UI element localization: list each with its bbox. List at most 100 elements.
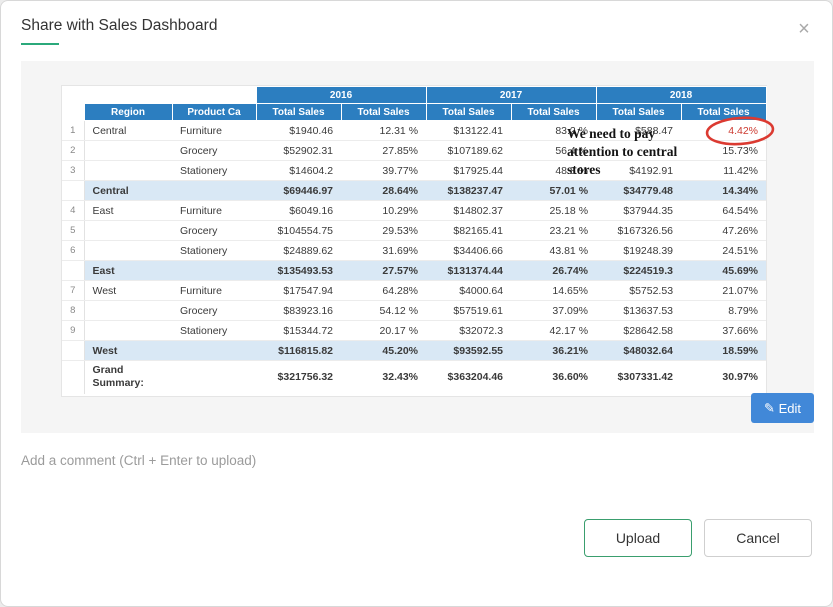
- table-cell: 11.42%: [681, 160, 767, 181]
- table-cell: 26.74%: [511, 260, 597, 281]
- table-cell: $34406.66: [426, 240, 512, 261]
- table-cell: $321756.32: [256, 360, 342, 394]
- table-cell: [62, 360, 85, 394]
- table-cell: 54.12 %: [341, 300, 427, 321]
- table-cell: 24.51%: [681, 240, 767, 261]
- table-cell: 30.97%: [681, 360, 767, 394]
- annotation-line: stores: [567, 162, 601, 177]
- table-cell: Grocery: [172, 300, 257, 321]
- table-cell: [84, 300, 172, 321]
- table-cell: $588.47: [596, 120, 682, 141]
- table-cell: 12.31 %: [341, 120, 427, 141]
- table-cell: 14.34%: [681, 180, 767, 201]
- table-row: East $135493.53 27.57% $131374.44 26.74% $224…: [62, 260, 767, 281]
- table-cell: 8: [62, 300, 85, 321]
- table-cell: 9: [62, 320, 85, 341]
- table-header-cell: [62, 103, 84, 121]
- table-cell: 64.28%: [341, 280, 427, 301]
- report-preview: 2016 2017 2018 Region Product Ca Total Sales T…: [61, 85, 767, 397]
- table-cell: $17925.44: [426, 160, 512, 181]
- table-header-cell: Region: [83, 103, 173, 121]
- table-cell: $34779.48: [596, 180, 682, 201]
- table-cell: 36.60%: [511, 360, 597, 394]
- table-cell: 48.8 %: [511, 160, 597, 181]
- year-header-row: 2016 2017 2018: [62, 86, 767, 104]
- table-cell: [84, 160, 172, 181]
- table-cell: [62, 260, 85, 281]
- table-cell: 6: [62, 240, 85, 261]
- table-header-cell: [62, 86, 257, 104]
- preview-area: 2016 2017 2018 Region Product Ca Total Sales T…: [21, 61, 814, 433]
- table-row: Grand Summary: $321756.32 32.43% $363204.46…: [62, 360, 767, 394]
- sales-table: 2016 2017 2018 Region Product Ca Total Sales T…: [62, 86, 767, 394]
- table-cell: 21.07%: [681, 280, 767, 301]
- comment-input[interactable]: [21, 447, 581, 473]
- table-cell: [172, 180, 257, 201]
- table-cell: $5752.53: [596, 280, 682, 301]
- table-cell: 27.85%: [341, 140, 427, 161]
- table-cell: Grocery: [172, 220, 257, 241]
- edit-button[interactable]: ✎ Edit: [751, 393, 814, 423]
- title-underline: [21, 43, 59, 45]
- table-header-cell: Total Sales: [680, 103, 767, 121]
- upload-button[interactable]: Upload: [584, 519, 692, 557]
- table-cell: 83.2 %: [511, 120, 597, 141]
- table-cell: [84, 220, 172, 241]
- table-cell: 4: [62, 200, 85, 221]
- table-cell: 29.53%: [341, 220, 427, 241]
- table-cell: 31.69%: [341, 240, 427, 261]
- table-cell: 47.26%: [681, 220, 767, 241]
- table-cell: $4000.64: [426, 280, 512, 301]
- table-cell: 28.64%: [341, 180, 427, 201]
- table-cell: Stationery: [172, 320, 257, 341]
- table-cell: 5: [62, 220, 85, 241]
- table-cell: 56.4 %: [511, 140, 597, 161]
- table-cell: 57.01 %: [511, 180, 597, 201]
- table-cell: $167326.56: [596, 220, 682, 241]
- table-cell: 25.18 %: [511, 200, 597, 221]
- table-cell: $14802.37: [426, 200, 512, 221]
- table-cell: Furniture: [172, 120, 257, 141]
- table-cell: $48032.64: [596, 340, 682, 361]
- table-cell: [62, 340, 85, 361]
- table-cell: Central: [84, 120, 172, 141]
- table-cell: $138237.47: [426, 180, 512, 201]
- table-cell: 18.59%: [681, 340, 767, 361]
- cancel-button[interactable]: Cancel: [704, 519, 812, 557]
- table-cell: 64.54%: [681, 200, 767, 221]
- table-cell: 8.79%: [681, 300, 767, 321]
- table-cell: $1940.46: [256, 120, 342, 141]
- table-cell: $14604.2: [256, 160, 342, 181]
- table-cell: Central: [84, 180, 172, 201]
- annotation-line: attention to central: [567, 144, 678, 159]
- table-cell: $69446.97: [256, 180, 342, 201]
- table-cell: [84, 320, 172, 341]
- table-header-cell: Total Sales: [510, 103, 597, 121]
- table-cell: $307331.42: [596, 360, 682, 394]
- table-cell: $104554.75: [256, 220, 342, 241]
- table-cell: 32.43%: [341, 360, 427, 394]
- table-cell: 37.66%: [681, 320, 767, 341]
- table-cell: $135493.53: [256, 260, 342, 281]
- table-cell: 37.09%: [511, 300, 597, 321]
- table-cell: $32072.3: [426, 320, 512, 341]
- table-cell: 45.20%: [341, 340, 427, 361]
- table-cell: East: [84, 200, 172, 221]
- table-cell: 20.17 %: [341, 320, 427, 341]
- pencil-icon: ✎: [764, 400, 775, 416]
- table-cell: 42.17 %: [511, 320, 597, 341]
- table-row: 6 Stationery $24889.62 31.69% $34406.66 43.81…: [62, 240, 767, 261]
- table-cell: $83923.16: [256, 300, 342, 321]
- table-cell: $93592.55: [426, 340, 512, 361]
- edit-button-label: Edit: [778, 400, 801, 416]
- close-icon[interactable]: ×: [798, 18, 810, 40]
- year-header: 2016: [255, 86, 427, 104]
- table-row: 7 West Furniture $17547.94 64.28% $4000.64 14.…: [62, 280, 767, 301]
- table-cell: $17547.94: [256, 280, 342, 301]
- table-header-cell: Total Sales: [595, 103, 682, 121]
- table-row: West $116815.82 45.20% $93592.55 36.21% $4803…: [62, 340, 767, 361]
- table-cell: East: [84, 260, 172, 281]
- table-cell: 1: [62, 120, 85, 141]
- annotation-line: We need to pay: [567, 126, 656, 141]
- table-cell: [172, 360, 257, 394]
